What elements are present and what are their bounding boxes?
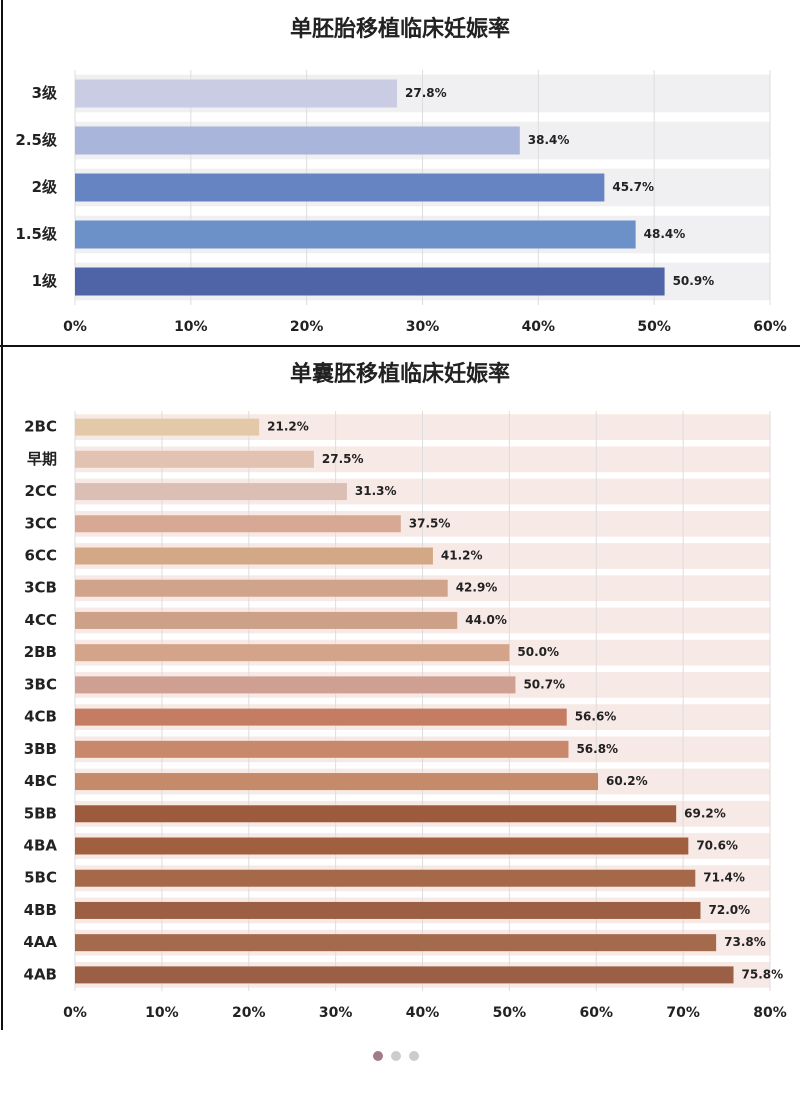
value-label: 50.0% [517, 645, 559, 659]
category-label: 2级 [32, 178, 58, 196]
value-label: 42.9% [456, 581, 498, 595]
category-label: 5BC [24, 869, 57, 887]
x-tick-label: 80% [753, 1005, 787, 1021]
x-tick-label: 60% [753, 319, 787, 335]
bar [75, 901, 701, 919]
category-label: 4AB [24, 965, 57, 983]
category-label: 4BA [24, 837, 58, 855]
category-label: 4CC [25, 611, 57, 629]
x-tick-label: 10% [145, 1005, 179, 1021]
bar [75, 79, 398, 108]
value-label: 56.6% [575, 710, 617, 724]
value-label: 38.4% [528, 133, 570, 147]
value-label: 44.0% [465, 613, 507, 627]
bar [75, 515, 401, 533]
value-label: 72.0% [709, 903, 751, 917]
category-label: 4BB [24, 901, 57, 919]
value-label: 48.4% [644, 227, 686, 241]
page-dot[interactable] [391, 1051, 401, 1061]
bar [75, 267, 665, 296]
x-tick-label: 60% [579, 1005, 613, 1021]
bar [75, 579, 448, 597]
x-tick-label: 0% [63, 1005, 87, 1021]
bar [75, 708, 567, 726]
x-tick-label: 50% [493, 1005, 527, 1021]
bar [75, 418, 260, 436]
bar [75, 934, 717, 952]
x-tick-label: 70% [666, 1005, 700, 1021]
category-label: 2CC [25, 482, 57, 500]
x-tick-label: 20% [290, 319, 324, 335]
bar [75, 611, 458, 629]
value-label: 37.5% [409, 516, 451, 530]
page-dot[interactable] [409, 1051, 419, 1061]
category-label: 3级 [32, 84, 58, 102]
page-dot[interactable] [373, 1051, 383, 1061]
bar [75, 173, 605, 202]
category-label: 1.5级 [15, 225, 58, 243]
x-tick-label: 20% [232, 1005, 266, 1021]
bar [75, 547, 433, 565]
category-label: 4AA [23, 933, 57, 951]
x-tick-label: 30% [406, 319, 440, 335]
bar [75, 966, 734, 984]
value-label: 50.9% [673, 274, 715, 288]
bar [75, 483, 347, 501]
value-label: 71.4% [703, 871, 745, 885]
value-label: 45.7% [612, 180, 654, 194]
bar [75, 805, 677, 823]
value-label: 73.8% [724, 935, 766, 949]
x-tick-label: 40% [406, 1005, 440, 1021]
chart-title: 单囊胚移植临床妊娠率 [290, 361, 510, 387]
category-label: 3BC [24, 675, 57, 693]
bar [75, 450, 314, 468]
chart-title: 单胚胎移植临床妊娠率 [290, 16, 510, 42]
value-label: 70.6% [696, 839, 738, 853]
value-label: 50.7% [523, 677, 565, 691]
value-label: 56.8% [576, 742, 618, 756]
bar [75, 220, 636, 249]
category-label: 6CC [25, 547, 57, 565]
bar [75, 773, 598, 791]
bar [75, 676, 516, 694]
category-label: 1级 [32, 272, 58, 290]
x-tick-label: 10% [174, 319, 208, 335]
value-label: 27.8% [405, 86, 447, 100]
bar [75, 740, 569, 758]
category-label: 4CB [24, 708, 57, 726]
bar [75, 837, 689, 855]
x-tick-label: 0% [63, 319, 87, 335]
bar [75, 644, 510, 662]
category-label: 3CC [25, 514, 57, 532]
value-label: 75.8% [742, 967, 784, 981]
x-tick-label: 40% [522, 319, 556, 335]
category-label: 3CB [24, 579, 57, 597]
category-label: 5BB [24, 804, 57, 822]
x-tick-label: 50% [637, 319, 671, 335]
category-label: 4BC [24, 772, 57, 790]
bar [75, 869, 696, 887]
value-label: 60.2% [606, 774, 648, 788]
category-label: 3BB [24, 740, 57, 758]
category-label: 2.5级 [15, 131, 58, 149]
value-label: 27.5% [322, 452, 364, 466]
value-label: 41.2% [441, 549, 483, 563]
x-tick-label: 30% [319, 1005, 353, 1021]
value-label: 21.2% [267, 420, 309, 434]
category-label: 2BC [24, 418, 57, 436]
value-label: 69.2% [684, 806, 726, 820]
category-label: 2BB [24, 643, 57, 661]
category-label: 早期 [27, 450, 57, 468]
bar [75, 126, 520, 155]
value-label: 31.3% [355, 484, 397, 498]
